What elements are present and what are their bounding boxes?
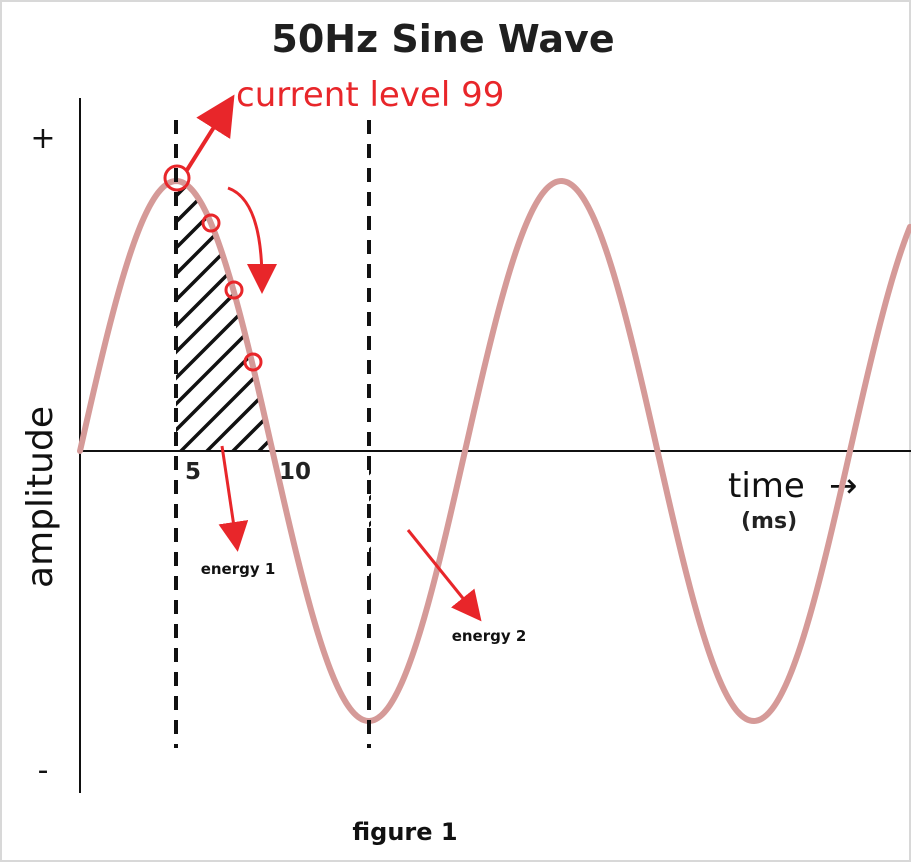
hatch-line	[201, 181, 273, 454]
figure-title: 50Hz Sine Wave	[271, 17, 614, 61]
sine-wave-curve	[77, 177, 911, 725]
hatch-line	[369, 451, 371, 721]
hatch-line	[403, 447, 681, 725]
sample-marker-circle-2	[224, 280, 244, 300]
hatch-line	[369, 451, 371, 721]
hatch-line	[377, 447, 655, 725]
hatch-line	[307, 170, 592, 455]
hatch-line	[481, 447, 759, 725]
y-axis-minus-label: -	[38, 753, 49, 788]
y-axis-label: amplitude	[20, 406, 61, 588]
hatch-line	[369, 451, 371, 721]
energy-1-arrow	[218, 445, 249, 552]
figure-caption: figure 1	[352, 818, 457, 846]
hatch-line	[369, 451, 371, 721]
hatch-line	[281, 170, 566, 455]
hatch-line	[176, 181, 230, 454]
current-level-arrow	[185, 94, 235, 172]
sample-marker-circle-1	[201, 213, 221, 233]
energy-1-label: energy 1	[201, 560, 276, 578]
hatch-line	[369, 451, 371, 721]
hatch-line	[176, 181, 273, 454]
energy-2-hatch-region	[369, 447, 759, 725]
x-axis-label: time	[728, 466, 805, 506]
energy-2-arrow	[406, 529, 482, 622]
x-tick-label-10: 10	[279, 459, 311, 485]
sample-marker-circle-3	[243, 352, 263, 372]
x-tick-label-5: 5	[185, 459, 201, 485]
hatch-line	[176, 181, 273, 454]
hatch-line	[369, 451, 371, 721]
hatch-line	[176, 181, 273, 454]
y-axis-plus-label: +	[30, 121, 55, 156]
hatch-line	[176, 181, 273, 454]
hatch-line	[369, 451, 371, 721]
x-axis-unit: (ms)	[741, 509, 797, 534]
current-level-annotation: current level 99	[236, 75, 504, 115]
descent-curved-arrow	[227, 186, 277, 294]
peak-marker-circle	[163, 164, 191, 192]
energy-2-label: energy 2	[452, 627, 527, 645]
hatch-line	[369, 451, 371, 721]
